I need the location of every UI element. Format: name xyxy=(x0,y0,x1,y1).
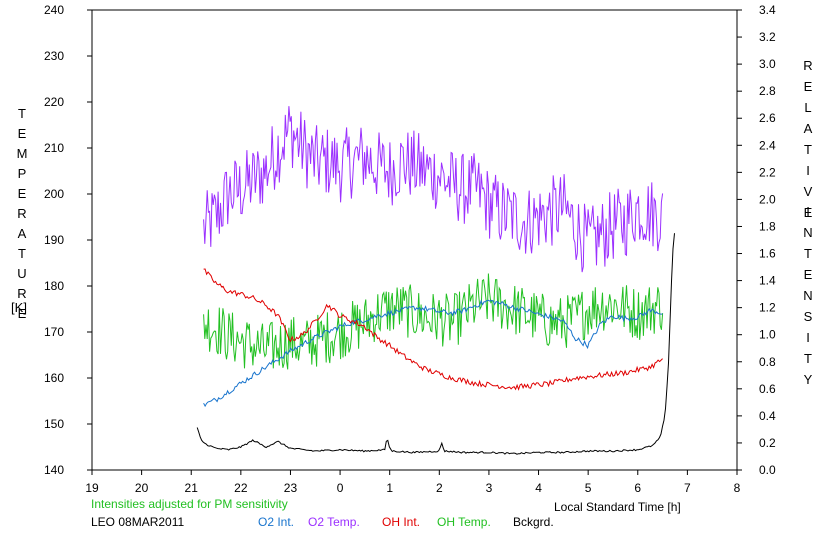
legend-item-o2-temp: O2 Temp. xyxy=(308,515,360,529)
right-axis-title-letter: I xyxy=(806,204,810,219)
right-tick-label: 2.6 xyxy=(759,111,776,125)
x-axis-ticks: 19 20 21 22 23 0 1 2 3 4 5 6 7 8 xyxy=(85,470,741,495)
right-axis-title-letter: A xyxy=(804,121,813,136)
left-tick-label: 180 xyxy=(44,279,64,293)
left-tick-label: 200 xyxy=(44,187,64,201)
x-tick-label: 7 xyxy=(684,481,691,495)
left-axis-title-letter: T xyxy=(18,246,26,261)
left-axis-title-letter: R xyxy=(17,286,26,301)
legend-item-o2-int: O2 Int. xyxy=(258,515,294,529)
x-tick-label: 19 xyxy=(85,481,99,495)
left-axis-title-letter: E xyxy=(18,306,27,321)
right-axis-title-letter: V xyxy=(804,184,813,199)
right-axis-title-letter: E xyxy=(804,267,813,282)
right-axis-title-letter: R xyxy=(803,58,812,73)
right-tick-label: 2.8 xyxy=(759,84,776,98)
left-tick-label: 230 xyxy=(44,49,64,63)
series-layer xyxy=(196,106,675,455)
right-tick-label: 1.2 xyxy=(759,301,776,315)
right-tick-label: 1.4 xyxy=(759,274,776,288)
plot-border xyxy=(91,9,738,471)
x-axis-title: Local Standard Time [h] xyxy=(554,500,681,514)
right-axis-title-letter: Y xyxy=(804,372,813,387)
right-axis-title-letter: N xyxy=(803,288,812,303)
right-tick-label: 0.8 xyxy=(759,355,776,369)
left-axis-unit: [K] xyxy=(11,300,27,315)
right-tick-label: 2.2 xyxy=(759,165,776,179)
left-tick-label: 140 xyxy=(44,463,64,477)
left-tick-label: 210 xyxy=(44,141,64,155)
right-tick-label: 2.0 xyxy=(759,192,776,206)
right-tick-label: 0.0 xyxy=(759,463,776,477)
x-tick-label: 1 xyxy=(386,481,393,495)
legend-item-oh-int: OH Int. xyxy=(382,515,420,529)
right-axis-title-letter: T xyxy=(804,351,812,366)
left-axis-title-letter: A xyxy=(18,226,27,241)
legend-item-bckgrd: Bckgrd. xyxy=(513,515,554,529)
left-axis-title-letter: R xyxy=(17,206,26,221)
right-axis-title-letter: L xyxy=(804,100,811,115)
series-line-o2-int xyxy=(203,299,663,408)
right-axis-title-letter: T xyxy=(804,142,812,157)
left-axis-title-letter: P xyxy=(18,166,27,181)
left-axis-title-letter: E xyxy=(18,126,27,141)
x-tick-label: 0 xyxy=(337,481,344,495)
left-tick-label: 170 xyxy=(44,325,64,339)
x-tick-label: 8 xyxy=(734,481,741,495)
right-axis-title-letter: E xyxy=(804,79,813,94)
right-axis-title-letter: T xyxy=(804,246,812,261)
right-tick-label: 2.4 xyxy=(759,138,776,152)
right-tick-label: 0.2 xyxy=(759,436,776,450)
right-tick-label: 3.0 xyxy=(759,57,776,71)
plot-frame xyxy=(91,9,738,471)
left-tick-label: 190 xyxy=(44,233,64,247)
right-axis-title-letter: N xyxy=(803,225,812,240)
right-tick-label: 0.6 xyxy=(759,382,776,396)
x-tick-label: 22 xyxy=(234,481,248,495)
right-axis-title-letter: I xyxy=(806,163,810,178)
left-axis-title-letter: E xyxy=(18,186,27,201)
left-tick-label: 220 xyxy=(44,95,64,109)
sensitivity-note: Intensities adjusted for PM sensitivity xyxy=(91,497,288,511)
x-tick-label: 3 xyxy=(486,481,493,495)
legend: O2 Int. O2 Temp. OH Int. OH Temp. Bckgrd. xyxy=(258,515,554,529)
series-line-bckgrd xyxy=(196,233,675,455)
right-axis-ticks: 0.0 0.2 0.4 0.6 0.8 1.0 1.2 1.4 1.6 1.8 2.0 2.2 2.4 2… xyxy=(737,3,776,477)
x-tick-label: 4 xyxy=(535,481,542,495)
left-axis-title-letter: M xyxy=(17,146,28,161)
right-tick-label: 1.8 xyxy=(759,219,776,233)
x-tick-label: 6 xyxy=(634,481,641,495)
right-axis-title-letter: I xyxy=(806,330,810,345)
series-line-oh-int xyxy=(203,268,663,391)
x-tick-label: 23 xyxy=(284,481,298,495)
series-line-o2-temp xyxy=(203,106,664,273)
series-line-oh-temp xyxy=(203,273,664,370)
right-tick-label: 1.6 xyxy=(759,247,776,261)
x-tick-label: 21 xyxy=(185,481,199,495)
left-axis-ticks: 140 150 160 170 180 190 200 210 220 230 240 xyxy=(44,3,92,477)
right-axis-title-letter: S xyxy=(804,309,813,324)
right-tick-label: 0.4 xyxy=(759,409,776,423)
x-tick-label: 20 xyxy=(135,481,149,495)
left-tick-label: 240 xyxy=(44,3,64,17)
left-tick-label: 160 xyxy=(44,371,64,385)
right-axis-title-letter: E xyxy=(804,205,813,220)
right-tick-label: 1.0 xyxy=(759,328,776,342)
legend-item-oh-temp: OH Temp. xyxy=(437,515,491,529)
station-label: LEO 08MAR2011 xyxy=(91,515,184,529)
right-tick-label: 3.4 xyxy=(759,3,776,17)
right-tick-label: 3.2 xyxy=(759,30,776,44)
left-tick-label: 150 xyxy=(44,417,64,431)
left-axis-title-letter: U xyxy=(17,266,26,281)
left-axis-title-letter: T xyxy=(18,106,26,121)
x-tick-label: 5 xyxy=(585,481,592,495)
x-tick-label: 2 xyxy=(436,481,443,495)
